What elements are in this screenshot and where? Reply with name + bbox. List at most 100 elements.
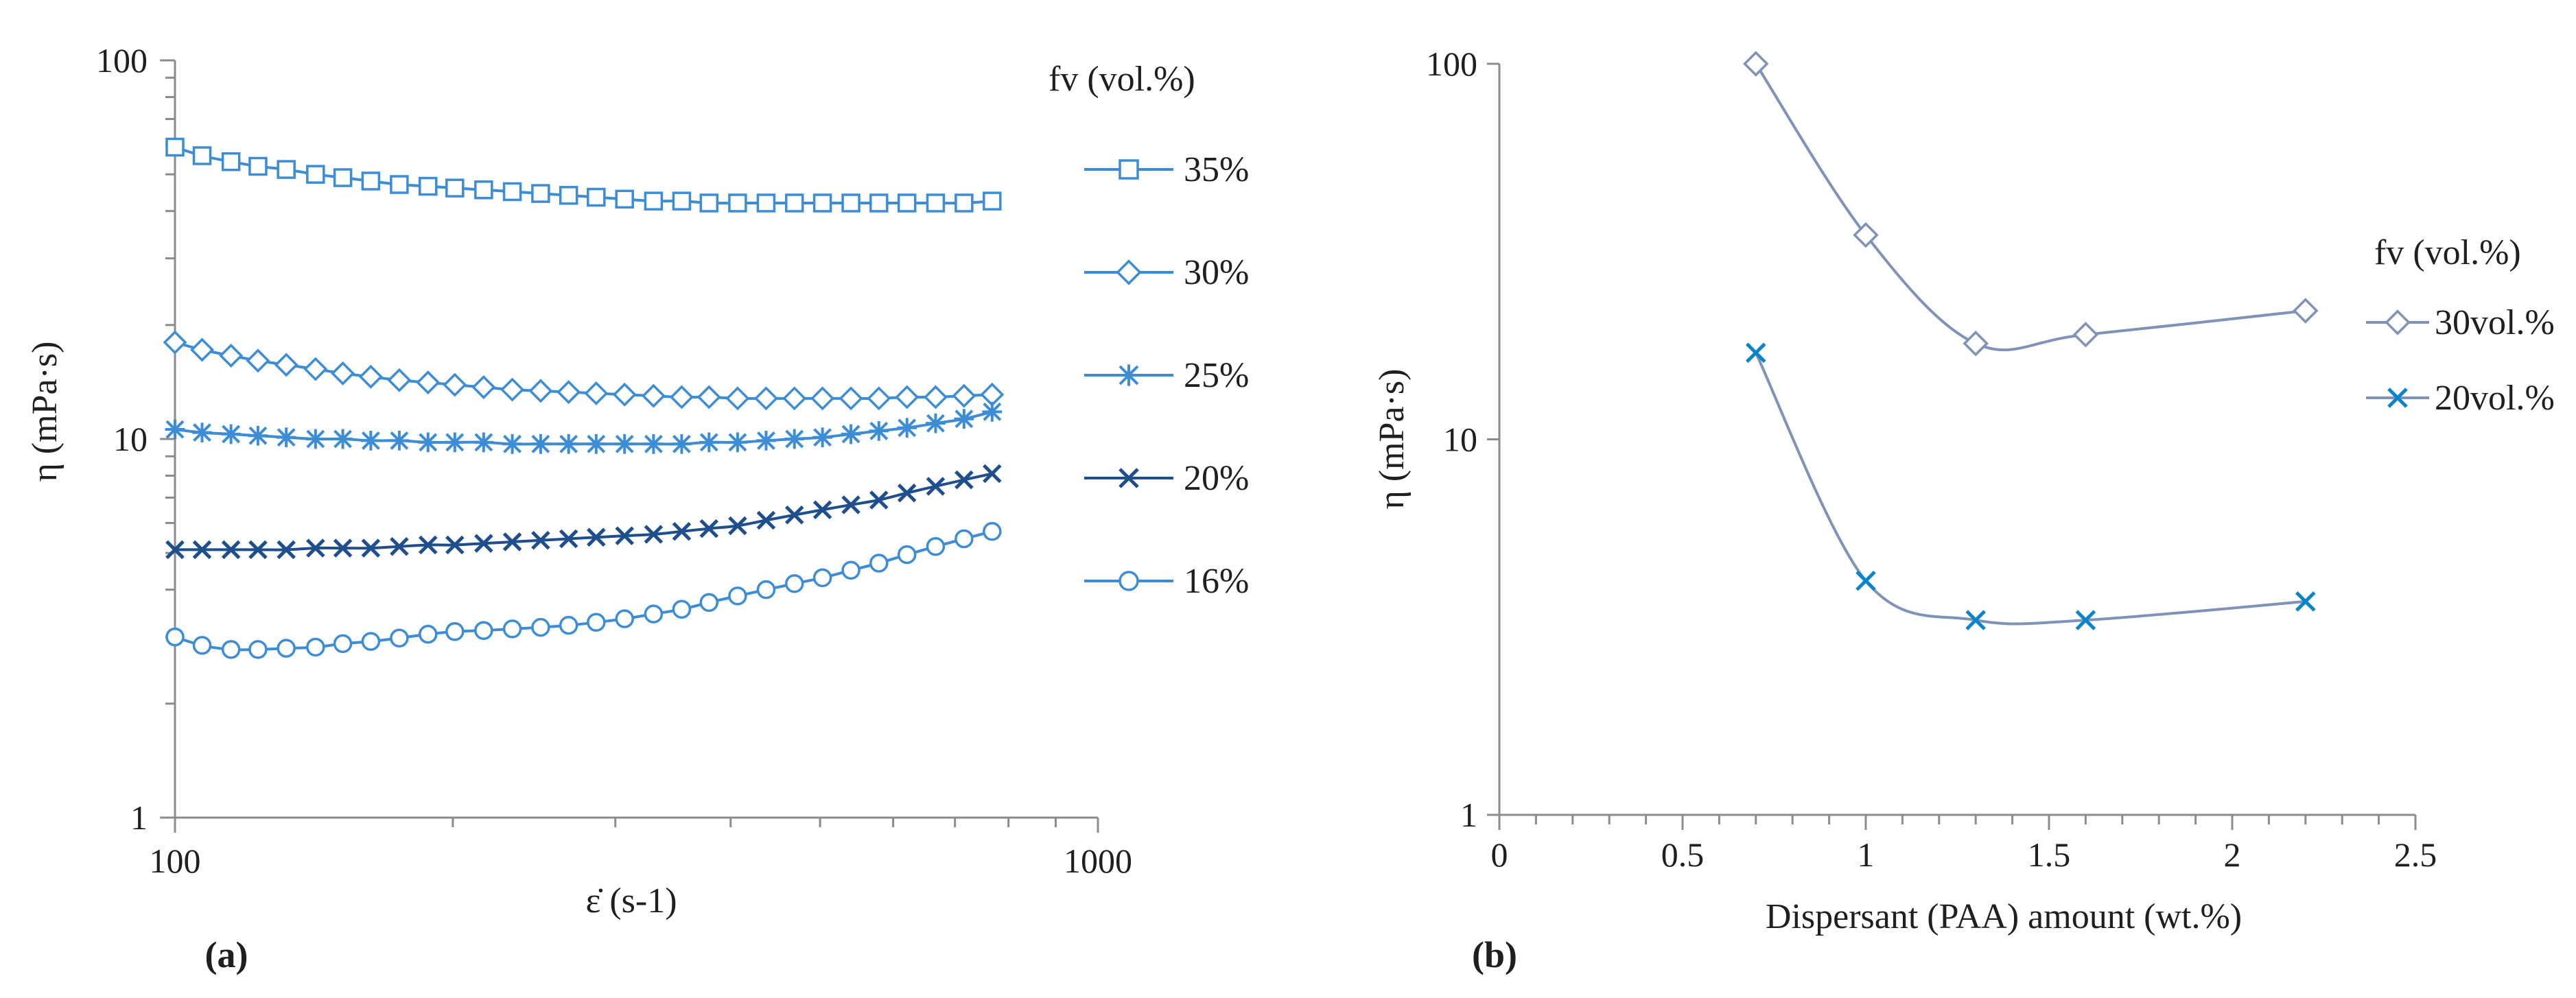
chart-a-point: [699, 593, 719, 613]
chart-a-point: [897, 483, 917, 503]
chart-a-point: [559, 186, 578, 205]
chart-a-point: [331, 361, 355, 385]
chart-a-point: [165, 137, 185, 157]
chart-b-legend: 30vol.% 20vol.%: [2366, 303, 2555, 418]
chart-b-x-tick-label: 2.5: [2394, 835, 2437, 874]
chart-a-point: [672, 433, 692, 454]
chart-a-point: [672, 191, 692, 211]
chart-a-point: [361, 171, 381, 191]
chart-a-point: [672, 599, 692, 619]
chart-a-point: [390, 628, 409, 647]
chart-a-legend-marker: [1118, 364, 1140, 386]
chart-b-series-line-30vol.pct: [1755, 62, 2306, 352]
chart-b-legend-label: 20vol.%: [2435, 379, 2555, 418]
chart-a-point: [559, 615, 578, 635]
chart-a-point: [531, 617, 550, 637]
chart-a-point: [756, 431, 776, 451]
chart-a-legend-label: 35%: [1184, 150, 1249, 189]
chart-b-axes: 1 10 100 0 0.5 1 1.5 2 2.5: [1426, 45, 2437, 874]
chart-a-point: [557, 380, 581, 405]
chart-a-point: [248, 540, 268, 560]
chart-a-point: [784, 193, 804, 213]
chart-a-point: [221, 540, 241, 560]
chart-a-legend-label: 25%: [1184, 356, 1249, 395]
chart-a-point: [812, 427, 833, 448]
chart-b-point: [1965, 610, 1986, 630]
chart-a-point: [276, 427, 296, 448]
chart-a-point: [727, 432, 748, 453]
chart-a-legend-title: fv (vol.%): [1049, 60, 1195, 99]
chart-a-point: [333, 168, 353, 187]
chart-a-point: [192, 423, 212, 442]
chart-a-point: [474, 180, 493, 200]
chart-a-point: [502, 619, 522, 639]
chart-a-legend: 35% 30% 25% 20% 16%: [1084, 150, 1249, 601]
chart-a-point: [586, 433, 607, 454]
chart-a-point: [502, 433, 522, 454]
chart-a-point: [474, 621, 493, 640]
chart-a-point: [387, 368, 412, 392]
chart-a-series-line-20pct: [175, 472, 993, 551]
chart-a-point: [812, 568, 832, 588]
chart-a-point: [445, 535, 465, 555]
chart-a-point: [389, 431, 410, 451]
chart-a-point: [696, 385, 721, 409]
chart-a-point: [699, 432, 719, 453]
chart-a-point: [333, 429, 353, 449]
chart-b-y-axis-title: η (mPa·s): [1372, 369, 1412, 510]
chart-a-point: [248, 425, 268, 446]
chart-a-point: [926, 413, 946, 433]
chart-a-point: [445, 432, 465, 453]
chart-b-point: [1746, 342, 1766, 364]
chart-a-point: [221, 152, 241, 171]
chart-a-point: [418, 535, 438, 555]
chart-a-point: [528, 379, 553, 403]
chart-b-x-tick-label: 1.5: [2028, 835, 2071, 874]
chart-a-point: [644, 604, 664, 623]
chart-a-point: [983, 191, 1002, 211]
chart-a-point: [756, 580, 776, 599]
chart-a-point: [445, 178, 465, 198]
chart-b-legend-marker: [2387, 388, 2408, 408]
chart-a-point: [360, 431, 381, 451]
chart-b-point: [1855, 571, 1876, 591]
chart-a-point: [955, 193, 974, 213]
chart-a-point: [955, 529, 974, 549]
chart-a-legend-label: 16%: [1184, 562, 1249, 601]
chart-a-point: [952, 383, 976, 408]
chart-a-panel-label: (a): [205, 934, 248, 975]
chart-b-panel-label: (b): [1472, 934, 1517, 975]
chart-a-point: [418, 432, 438, 453]
chart-a-point: [587, 187, 606, 207]
chart-b-x-tick-label: 0.5: [1661, 835, 1705, 874]
chart-a-point: [502, 532, 522, 551]
chart-a-point: [612, 382, 637, 407]
chart-a-point: [955, 470, 974, 490]
chart-a-point: [669, 385, 694, 409]
chart-a-point: [841, 495, 860, 514]
chart-a-point: [305, 429, 326, 449]
chart-a-point: [277, 540, 296, 560]
chart-a-point: [983, 464, 1002, 484]
chart-a-point: [361, 538, 381, 558]
chart-a-point: [333, 538, 353, 558]
chart-a-point: [165, 540, 185, 560]
chart-a-x-tick-label: 1000: [1064, 842, 1132, 880]
chart-a-point: [587, 527, 606, 547]
chart-a-point: [248, 156, 268, 176]
chart-a-point: [502, 182, 522, 202]
chart-a-point: [897, 418, 917, 438]
chart-a-point: [867, 386, 891, 411]
chart-a-point: [756, 193, 776, 213]
chart-a-point: [672, 521, 692, 541]
chart-b-point: [1963, 331, 1989, 357]
chart-b-y-tick-label: 10: [1443, 420, 1477, 459]
chart-a-point: [306, 538, 325, 558]
chart-a-point: [587, 613, 606, 632]
chart-a-y-tick-label: 100: [96, 41, 148, 80]
chart-a-point: [641, 383, 666, 408]
chart-a-legend-marker: [1116, 259, 1142, 285]
chart-a-point: [728, 193, 747, 213]
chart-panel-a: 1 10 100 100 1000 η (mPa·s) ε̇ (s-1) fv (vol…: [25, 41, 1249, 975]
chart-a-point: [869, 420, 889, 441]
